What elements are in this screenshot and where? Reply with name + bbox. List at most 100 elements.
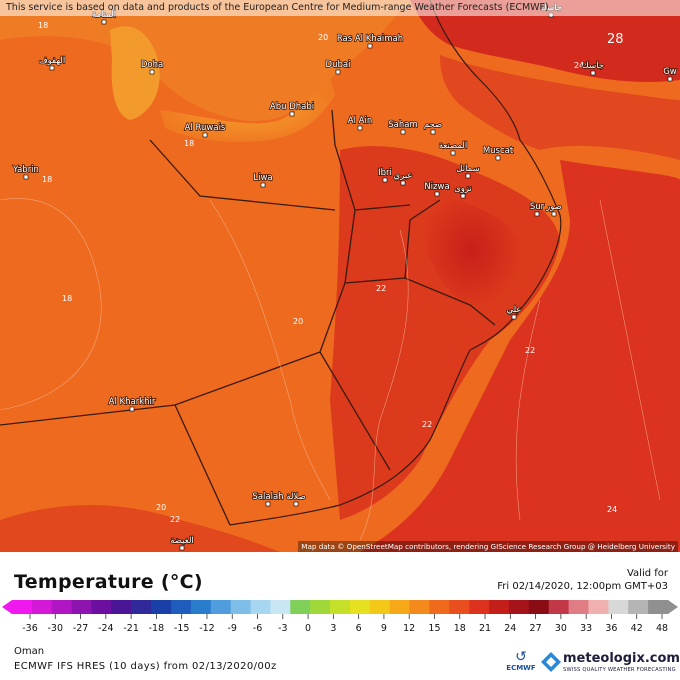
city-marker[interactable] xyxy=(667,76,673,82)
scale-color-cell xyxy=(131,600,152,614)
scale-tick-label: -21 xyxy=(123,623,139,634)
city-marker[interactable] xyxy=(367,43,373,49)
city-label: جاسك xyxy=(582,61,604,71)
scale-color-cell xyxy=(469,600,490,614)
meteologix-logo[interactable]: meteologix.com SWISS QUALITY WEATHER FOR… xyxy=(541,649,680,677)
city-marker[interactable] xyxy=(260,182,266,188)
scale-tick-label: 33 xyxy=(580,623,592,634)
city-marker[interactable] xyxy=(551,211,557,217)
city-marker[interactable] xyxy=(434,191,440,197)
contour-label: 20 xyxy=(293,317,303,326)
scale-color-cell xyxy=(568,600,589,614)
city-marker[interactable] xyxy=(534,211,540,217)
data-source-banner: This service is based on data and produc… xyxy=(0,0,680,16)
city-marker[interactable] xyxy=(265,501,271,507)
scale-tick-label: -12 xyxy=(199,623,215,634)
scale-left-arrow xyxy=(2,600,12,614)
city-marker[interactable] xyxy=(179,545,185,551)
uae-coast xyxy=(160,75,335,142)
ecmwf-logo[interactable]: ↺ ECMWF xyxy=(506,650,536,676)
scale-tick-label: 48 xyxy=(656,623,668,634)
contour-label: 22 xyxy=(422,420,432,429)
scale-color-cell xyxy=(489,600,510,614)
city-label: علي xyxy=(507,305,522,315)
brand-name: meteologix.com xyxy=(563,651,680,666)
scale-color-cell xyxy=(628,600,649,614)
country-borders xyxy=(0,109,496,526)
brand-tagline: SWISS QUALITY WEATHER FORECASTING xyxy=(563,667,676,673)
city-label: Gw xyxy=(663,67,677,77)
contour-label: 22 xyxy=(525,346,535,355)
city-label: Sur xyxy=(530,202,545,212)
city-marker[interactable] xyxy=(49,65,55,71)
scale-tick-label: -30 xyxy=(48,623,64,634)
scale-tick-label: -36 xyxy=(22,623,38,634)
scale-right-arrow xyxy=(668,600,678,614)
scale-color-cell xyxy=(290,600,311,614)
scale-color-cell xyxy=(151,600,172,614)
scale-color-cell xyxy=(429,600,450,614)
city-label: Salalah xyxy=(252,492,283,502)
contour-label: 24 xyxy=(574,61,584,70)
city-label: Yabrin xyxy=(12,165,39,175)
scale-color-cell xyxy=(409,600,430,614)
contour-label: 20 xyxy=(156,503,166,512)
city-marker[interactable] xyxy=(495,155,501,161)
city-label: Al Ruwais xyxy=(185,123,226,133)
scale-color-cell xyxy=(389,600,411,614)
scale-color-cell xyxy=(111,600,132,614)
temperature-color-scale: -36 -30 -27 -24 -21 -18 -15 -12 -9 -6 -3 0 3 6 9 12 15 18… xyxy=(2,600,678,634)
city-marker[interactable] xyxy=(511,314,517,320)
city-marker[interactable] xyxy=(400,180,406,186)
city-marker[interactable] xyxy=(149,69,155,75)
city-label: Saham xyxy=(388,120,417,130)
city-marker[interactable] xyxy=(590,70,596,76)
city-marker[interactable] xyxy=(335,69,341,75)
city-marker[interactable] xyxy=(465,173,471,179)
city-marker[interactable] xyxy=(101,19,107,25)
legend-footer xyxy=(0,552,680,680)
model-run-info: ECMWF IFS HRES (10 days) from 02/13/2020… xyxy=(14,661,277,672)
contour-label: 28 xyxy=(607,32,624,47)
city-marker[interactable] xyxy=(400,129,406,135)
city-marker[interactable] xyxy=(129,406,135,412)
scale-tick-label: 0 xyxy=(305,623,311,634)
scale-color-cell xyxy=(528,600,550,614)
isotherm-lines xyxy=(0,198,661,541)
city-marker[interactable] xyxy=(202,132,208,138)
city-marker[interactable] xyxy=(460,193,466,199)
region-name: Oman xyxy=(14,646,45,657)
city-marker[interactable] xyxy=(293,501,299,507)
contour-label: 20 xyxy=(318,33,328,42)
city-label: Liwa xyxy=(253,173,272,183)
city-label: صور xyxy=(545,202,562,212)
yemen-south xyxy=(0,505,280,552)
scale-color-cell xyxy=(31,600,53,614)
city-label: Dubai xyxy=(326,60,351,70)
hajar-hotspot xyxy=(420,190,523,310)
city-marker[interactable] xyxy=(357,125,363,131)
city-marker[interactable] xyxy=(450,150,456,156)
scale-tick-label: 27 xyxy=(530,623,542,634)
city-label: Ibri xyxy=(378,168,392,178)
valid-date: Fri 02/14/2020, 12:00pm GMT+03 xyxy=(497,581,668,592)
scale-tick-label: -27 xyxy=(73,623,89,634)
scale-color-cell xyxy=(12,600,33,614)
city-marker[interactable] xyxy=(430,129,436,135)
scale-tick-label: -18 xyxy=(149,623,165,634)
city-marker[interactable] xyxy=(23,174,29,180)
scale-color-cell xyxy=(508,600,530,614)
gulf-of-oman xyxy=(440,55,680,160)
scale-tick-label: 9 xyxy=(381,623,387,634)
scale-color-cell xyxy=(588,600,609,614)
contour-label: 18 xyxy=(184,139,194,148)
contour-label: 22 xyxy=(170,515,180,524)
city-label: Nizwa xyxy=(424,182,449,192)
oman-coastline xyxy=(229,0,562,526)
city-marker[interactable] xyxy=(289,111,295,117)
scale-color-cell xyxy=(349,600,371,614)
temperature-map[interactable]: 18 18 18 18 20 20 20 22 22 22 22 24 24 28 Doha الهفوف A… xyxy=(0,0,680,552)
city-label: الهفوف xyxy=(39,56,65,66)
scale-tick-label: -9 xyxy=(227,623,236,634)
city-marker[interactable] xyxy=(382,177,388,183)
